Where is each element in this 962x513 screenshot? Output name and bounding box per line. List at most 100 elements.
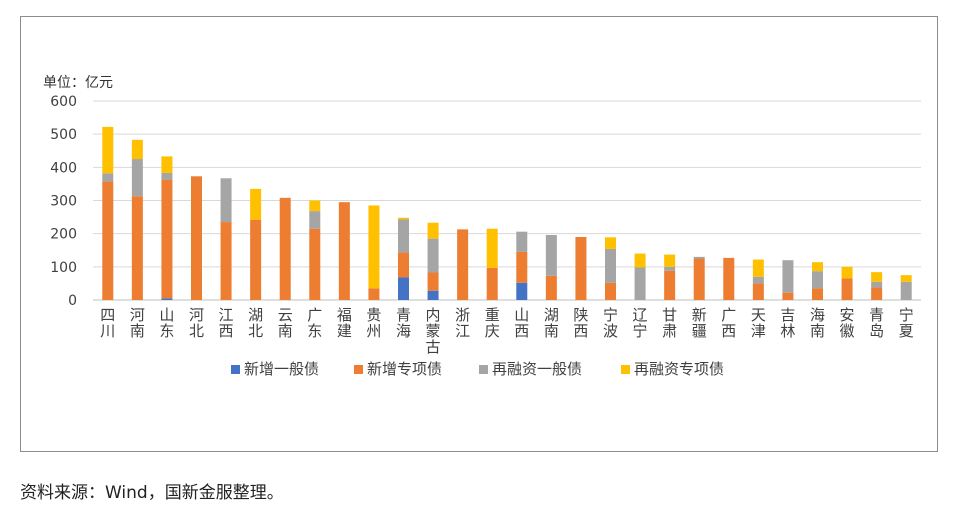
category-label: 江西 (219, 306, 234, 340)
legend-swatch (231, 365, 240, 374)
bar-segment (309, 228, 321, 300)
bar-segment (220, 222, 232, 300)
bar-segment (812, 288, 823, 300)
bar-segment (250, 219, 262, 300)
legend-label: 再融资一般债 (492, 360, 582, 378)
bar-segment (191, 176, 202, 300)
bar-segment (516, 231, 528, 252)
bar-segment (664, 266, 676, 271)
category-label: 新疆 (692, 306, 707, 340)
bar-segment (693, 258, 705, 300)
y-tick-label: 400 (50, 160, 77, 176)
bar-segment (664, 270, 676, 300)
y-axis-ticks: 0 100 200 300 400 500 600 (50, 94, 77, 309)
bar-segment (634, 267, 646, 300)
bar-segment (398, 252, 409, 278)
source-note: 资料来源：Wind，国新金服整理。 (20, 483, 284, 503)
legend-label: 新增一般债 (244, 360, 319, 378)
y-tick-label: 200 (50, 227, 77, 243)
bar-segment (427, 290, 439, 300)
bar-segment (812, 271, 823, 289)
bar-segment (782, 260, 794, 293)
legend-swatch (621, 365, 630, 374)
bars (102, 126, 912, 300)
bar-segment (545, 234, 557, 276)
bar-segment (486, 267, 498, 300)
bar-segment (457, 229, 469, 300)
category-label: 湖南 (544, 306, 559, 340)
bar-segment (102, 173, 114, 182)
bar-segment (309, 200, 321, 212)
bar-segment (634, 253, 646, 268)
category-label: 吉林 (780, 306, 795, 340)
bar-segment (871, 281, 883, 288)
category-label: 宁夏 (899, 306, 914, 340)
category-label: 重庆 (485, 306, 500, 340)
bar-segment (131, 159, 143, 197)
bar-segment (161, 298, 173, 300)
bar-segment (338, 202, 350, 300)
bar-segment (900, 281, 912, 300)
category-label: 陕西 (573, 306, 588, 340)
category-label: 安徽 (840, 306, 855, 340)
legend: 新增一般债 新增专项债 再融资一般债 再融资专项债 (231, 360, 724, 378)
bar-segment (220, 178, 232, 223)
bar-segment (309, 211, 321, 229)
category-label: 海南 (810, 306, 825, 340)
x-axis-categories: 四川河南山东河北江西湖北云南广东福建贵州青海内蒙古浙江重庆山西湖南陕西宁波辽宁甘… (100, 306, 913, 356)
bar-segment (427, 222, 439, 239)
category-label: 浙江 (455, 306, 470, 340)
bar-segment (368, 205, 380, 289)
bar-segment (605, 282, 616, 300)
bar-segment (516, 251, 528, 283)
bar-segment (279, 197, 291, 300)
bar-segment (841, 278, 853, 300)
y-tick-label: 0 (68, 293, 77, 309)
bar-segment (752, 259, 764, 277)
gridlines (93, 100, 921, 301)
category-label: 河北 (189, 306, 204, 340)
bar-segment (693, 256, 705, 259)
bar-segment (427, 238, 439, 273)
category-label: 福建 (337, 306, 352, 340)
category-label: 云南 (278, 306, 293, 340)
category-label: 山东 (159, 306, 174, 340)
category-label: 贵州 (366, 306, 381, 340)
category-label: 四川 (100, 306, 115, 340)
y-tick-label: 100 (50, 260, 77, 276)
bar-segment (871, 287, 883, 300)
bar-segment (102, 181, 114, 300)
bar-segment (664, 254, 676, 267)
unit-label: 单位：亿元 (43, 75, 113, 91)
bar-segment (102, 126, 114, 174)
bar-segment (545, 275, 557, 300)
category-label: 山西 (514, 306, 529, 340)
bar-segment (605, 237, 616, 249)
bar-segment (516, 282, 528, 300)
category-label: 宁波 (603, 306, 618, 340)
bar-segment (605, 248, 616, 283)
y-tick-label: 300 (50, 194, 77, 210)
bar-segment (398, 217, 409, 220)
stacked-bar-chart: 单位：亿元 0 100 200 300 400 500 600 四川河南山东河北江西湖北云南… (43, 75, 921, 378)
legend-swatch (479, 365, 488, 374)
bar-segment (575, 236, 587, 300)
legend-label: 新增专项债 (367, 360, 442, 378)
bar-segment (398, 219, 409, 253)
bar-segment (131, 139, 143, 160)
bar-segment (871, 272, 883, 282)
bar-segment (812, 262, 823, 272)
legend-label: 再融资专项债 (634, 360, 724, 378)
bar-segment (161, 179, 173, 299)
bar-segment (486, 228, 498, 268)
y-tick-label: 500 (50, 127, 77, 143)
category-label: 青海 (396, 306, 411, 340)
category-label: 河南 (130, 306, 145, 340)
bar-segment (841, 266, 853, 279)
category-label: 天津 (751, 306, 766, 340)
bar-segment (427, 272, 439, 291)
category-label: 广东 (307, 306, 322, 340)
category-label: 青岛 (869, 306, 884, 340)
category-label: 内蒙古 (426, 306, 441, 356)
category-label: 广西 (721, 306, 736, 340)
